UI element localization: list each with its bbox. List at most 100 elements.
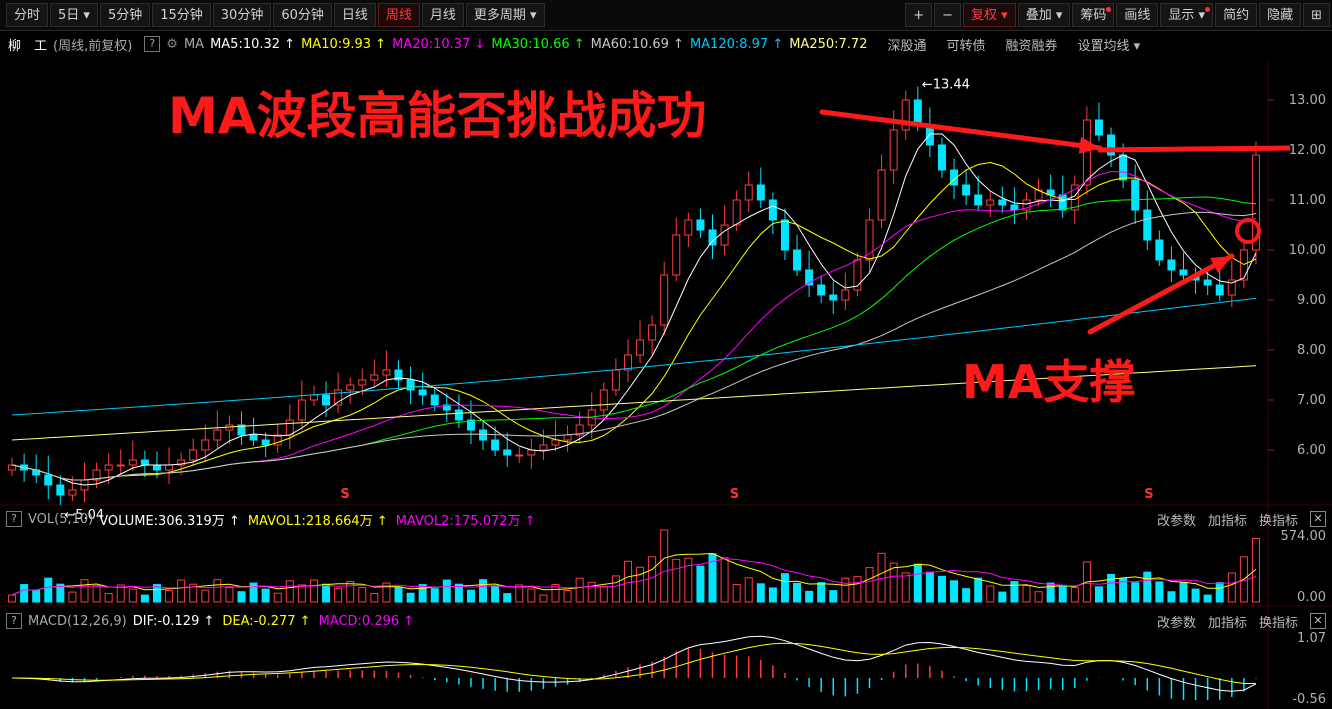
candle-40: [491, 439, 500, 451]
price-tick-label-4: 9.00: [1297, 293, 1326, 308]
volume-bar-11: [140, 594, 149, 603]
macd-value-2: MACD:0.296 ↑: [318, 613, 415, 629]
candle-21: [261, 439, 270, 446]
volume-bar-14: [177, 579, 186, 603]
volume-bar-29: [358, 587, 367, 603]
volume-bar-27: [334, 587, 343, 603]
macd-action-0[interactable]: 改参数: [1156, 615, 1196, 631]
signal-marker-0: S: [340, 487, 349, 502]
volume-bar-15: [189, 583, 198, 603]
volume-bar-31: [382, 582, 391, 603]
candle-3: [44, 474, 53, 486]
vol-close-icon[interactable]: ✕: [1310, 511, 1326, 527]
price-tick-label-1: 12.00: [1289, 143, 1326, 158]
period-tab-2[interactable]: 5分钟: [99, 3, 151, 27]
candle-82: [998, 199, 1007, 206]
candle-56: [684, 219, 693, 236]
candle-29: [358, 379, 367, 386]
volume-bar-20: [249, 582, 258, 603]
vol-action-1[interactable]: 加指标: [1207, 513, 1247, 529]
tool-4[interactable]: 显示 ▾: [1160, 3, 1214, 27]
candle-39: [479, 429, 488, 441]
volume-bar-48: [587, 581, 596, 603]
tool-1[interactable]: 叠加 ▾: [1017, 3, 1071, 27]
period-tab-1[interactable]: 5日 ▾: [50, 3, 98, 27]
candle-13: [165, 464, 174, 471]
candle-72: [877, 169, 886, 221]
volume-bar-44: [539, 594, 548, 603]
macd-action-2[interactable]: 换指标: [1258, 615, 1298, 631]
period-tab-9[interactable]: 更多周期 ▾: [465, 3, 545, 27]
period-tab-6[interactable]: 日线: [333, 3, 376, 27]
ma-items: MA5:10.32 ↑ MA10:9.93 ↑ MA20:10.37 ↓ MA30:1…: [210, 37, 873, 52]
price-tick-label-5: 8.00: [1297, 343, 1326, 358]
period-tab-3[interactable]: 15分钟: [152, 3, 211, 27]
candle-95: [1155, 239, 1164, 261]
volume-bar-13: [165, 590, 174, 603]
header-link-2[interactable]: 融资融券: [1005, 38, 1058, 54]
candle-55: [672, 234, 681, 276]
volume-bar-87: [1058, 584, 1067, 603]
volume-bar-59: [720, 557, 729, 603]
candle-90: [1094, 119, 1103, 136]
candle-17: [213, 429, 222, 441]
vol-action-0[interactable]: 改参数: [1156, 513, 1196, 529]
candle-59: [720, 224, 729, 246]
candle-16: [201, 439, 210, 451]
period-tab-8[interactable]: 月线: [421, 3, 464, 27]
volume-bar-60: [732, 584, 741, 603]
candle-9: [116, 464, 125, 467]
ma-value-4: MA60:10.69 ↑: [590, 36, 684, 52]
tool-3[interactable]: 画线: [1116, 3, 1159, 27]
ma-line-ma10: [11, 161, 1257, 481]
chart-mode: (周线,前复权): [53, 38, 133, 54]
candle-68: [829, 294, 838, 301]
candle-34: [418, 389, 427, 396]
candle-92: [1119, 154, 1128, 181]
candle-89: [1082, 119, 1091, 186]
header-link-3[interactable]: 设置均线 ▾: [1077, 38, 1141, 54]
period-tab-5[interactable]: 60分钟: [273, 3, 332, 27]
vol-help-icon[interactable]: ?: [6, 511, 22, 527]
volume-bar-94: [1143, 571, 1152, 603]
tool-5[interactable]: 简约: [1215, 3, 1258, 27]
right-tools: + − 复权 ▾ 叠加 ▾ 筹码 画线 显示 ▾ 简约 隐藏 ⊞: [905, 3, 1332, 27]
macd-close-icon[interactable]: ✕: [1310, 613, 1326, 629]
price-tick-label-3: 10.00: [1289, 243, 1326, 258]
candle-73: [889, 129, 898, 171]
period-tab-0[interactable]: 分时: [6, 3, 49, 27]
tool-0[interactable]: 复权 ▾: [963, 3, 1016, 27]
volume-bar-24: [297, 584, 306, 603]
candle-44: [539, 444, 548, 451]
period-tab-7[interactable]: 周线: [377, 3, 420, 27]
zoom-out-button[interactable]: −: [934, 3, 962, 27]
low-price-label: ←5.04: [64, 508, 104, 523]
volume-bar-36: [442, 579, 451, 603]
macd-help-icon[interactable]: ?: [6, 613, 22, 629]
volume-bar-55: [672, 558, 681, 603]
volume-bar-19: [237, 591, 246, 603]
vol-legend: ? VOL(5,10) VOLUME:306.319万 ↑ MAVOL1:218.…: [0, 508, 544, 530]
macd-action-1[interactable]: 加指标: [1207, 615, 1247, 631]
period-tab-4[interactable]: 30分钟: [212, 3, 272, 27]
volume-bar-41: [503, 593, 512, 603]
zoom-in-button[interactable]: +: [905, 3, 933, 27]
vol-action-2[interactable]: 换指标: [1258, 513, 1298, 529]
volume-bar-101: [1227, 572, 1236, 603]
help-icon[interactable]: ?: [144, 36, 161, 52]
volume-bar-21: [261, 588, 270, 603]
volume-bar-68: [829, 590, 838, 603]
grid-toggle-icon[interactable]: ⊞: [1303, 3, 1330, 27]
candle-10: [128, 459, 137, 466]
candle-20: [249, 434, 258, 441]
header-link-1[interactable]: 可转债: [946, 38, 986, 54]
volume-bar-54: [660, 529, 669, 603]
settings-gear-icon[interactable]: ⚙: [166, 36, 178, 52]
macd-name: MACD(12,26,9): [28, 613, 127, 629]
candle-61: [744, 184, 753, 201]
volume-bar-71: [865, 567, 874, 603]
tool-6[interactable]: 隐藏: [1259, 3, 1302, 27]
header-link-0[interactable]: 深股通: [887, 38, 927, 54]
tool-2[interactable]: 筹码: [1072, 3, 1115, 27]
